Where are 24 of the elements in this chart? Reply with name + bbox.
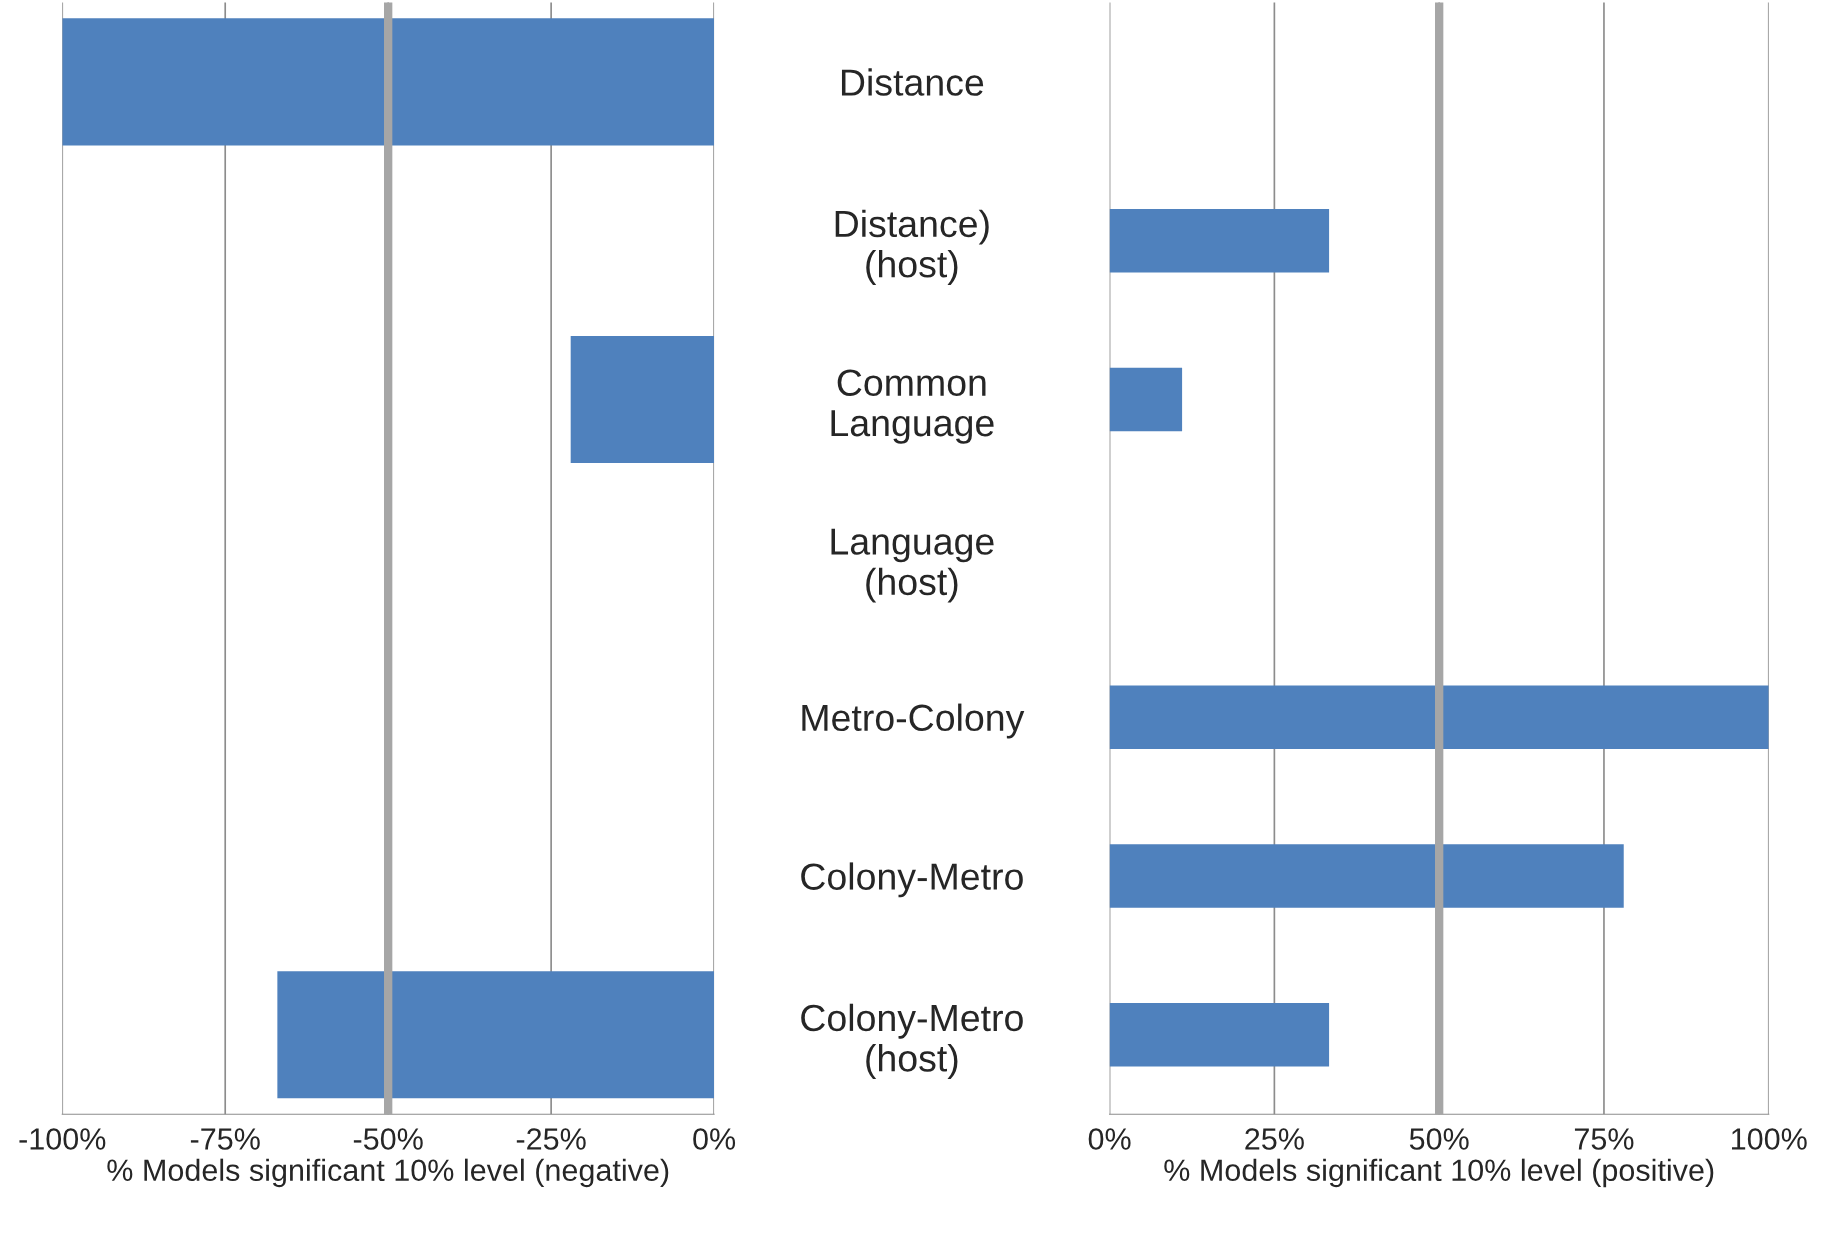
x-tick-label: -75% xyxy=(190,1128,260,1150)
x-tick-label: 100% xyxy=(1732,1128,1807,1150)
y-tick-label: Distance xyxy=(841,68,984,96)
x-tick-label: 0% xyxy=(1088,1128,1131,1150)
x-tick-label: -50% xyxy=(353,1128,423,1150)
bar xyxy=(1109,1003,1330,1067)
x-tick-label: 75% xyxy=(1574,1128,1634,1150)
bar xyxy=(1109,367,1183,432)
x-tick-label: 25% xyxy=(1245,1128,1304,1150)
bar xyxy=(1109,844,1624,908)
x-tick-label: 0% xyxy=(693,1128,736,1150)
x-axis-title: % Models significant 10% level (positive) xyxy=(1164,1158,1714,1188)
x-tick-label: -25% xyxy=(516,1128,586,1150)
y-tick-label: Language (host) xyxy=(831,528,994,603)
bar xyxy=(1109,685,1769,749)
y-tick-label: Colony-Metro (host) xyxy=(801,1003,1023,1080)
y-tick-label: Distance) (host) xyxy=(835,209,989,285)
y-tick-label: Colony-Metro xyxy=(801,862,1023,898)
y-tick-label: Common Language xyxy=(831,369,994,444)
x-tick-label: -100% xyxy=(19,1128,106,1150)
bar xyxy=(1109,208,1330,273)
x-tick-label: 50% xyxy=(1409,1128,1469,1150)
y-tick-label: Metro-Colony xyxy=(802,703,1025,739)
x-axis-title: % Models significant 10% level (negative) xyxy=(107,1158,669,1188)
